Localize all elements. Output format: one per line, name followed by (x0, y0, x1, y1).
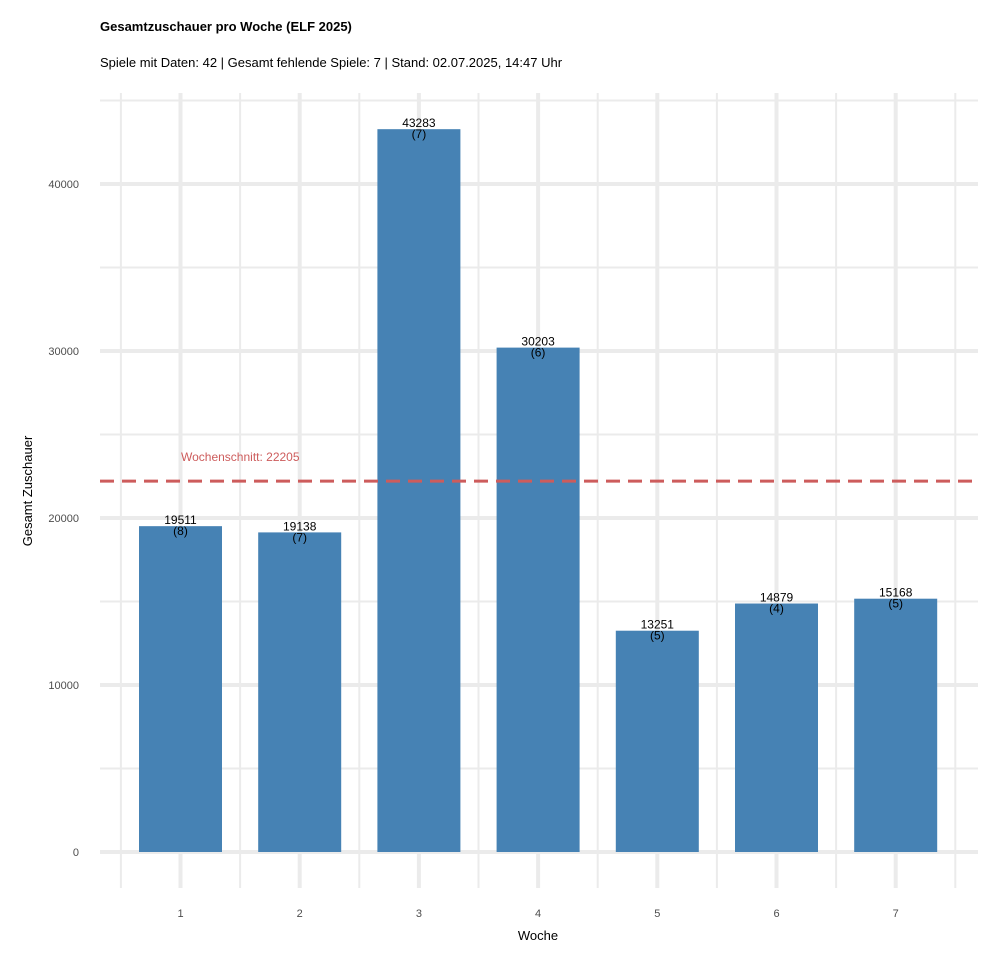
x-axis-title: Woche (518, 928, 558, 943)
x-tick-label: 1 (177, 908, 183, 920)
bar-games-label: (7) (292, 530, 307, 544)
bar-games-label: (8) (173, 524, 188, 538)
x-tick-label: 2 (297, 908, 303, 920)
y-tick-label: 20000 (48, 513, 79, 525)
grid (100, 93, 978, 888)
y-tick-label: 10000 (48, 680, 79, 692)
bar (735, 603, 818, 852)
x-tick-label: 6 (773, 908, 779, 920)
mean-line-group: Wochenschnitt: 22205 (100, 450, 978, 483)
x-tick-label: 7 (893, 908, 899, 920)
bar-value-label: 14879 (760, 591, 794, 605)
chart-subtitle: Spiele mit Daten: 42 | Gesamt fehlende S… (100, 55, 563, 70)
bar-games-label: (6) (531, 346, 546, 360)
bar-games-label: (7) (412, 127, 427, 141)
bar-labels: 19511(8) 19138(7)43283(7)30203(6)13251(5)… (164, 116, 912, 643)
bar (496, 347, 580, 852)
bar-value-label: 43283 (402, 116, 436, 130)
bar-value-label: 19511 (164, 513, 197, 527)
bar (615, 630, 699, 852)
y-axis-title: Gesamt Zuschauer (20, 435, 35, 546)
bar (854, 598, 938, 852)
x-tick-label: 5 (654, 908, 660, 920)
bar-value-label: 19138 (283, 519, 317, 533)
bar (258, 532, 342, 852)
axes: 0 10000 20000 30000 40000 1 2 3 4 5 6 7 (48, 179, 898, 920)
x-tick-label: 3 (416, 908, 422, 920)
bar (139, 526, 222, 852)
bar-value-label: 30203 (521, 335, 555, 349)
bar-value-label: 15168 (879, 586, 913, 600)
bar-value-label: 13251 (641, 618, 675, 632)
y-tick-label: 0 (73, 847, 79, 859)
y-tick-label: 40000 (48, 179, 79, 191)
bar-games-label: (5) (888, 597, 903, 611)
bars (139, 129, 938, 853)
y-tick-label: 30000 (48, 346, 79, 358)
mean-line-label: Wochenschnitt: 22205 (181, 450, 300, 464)
bar-games-label: (5) (650, 629, 665, 643)
x-tick-label: 4 (535, 908, 541, 920)
bar (377, 129, 461, 853)
bar-games-label: (4) (769, 602, 784, 616)
chart-title: Gesamtzuschauer pro Woche (ELF 2025) (100, 19, 352, 34)
